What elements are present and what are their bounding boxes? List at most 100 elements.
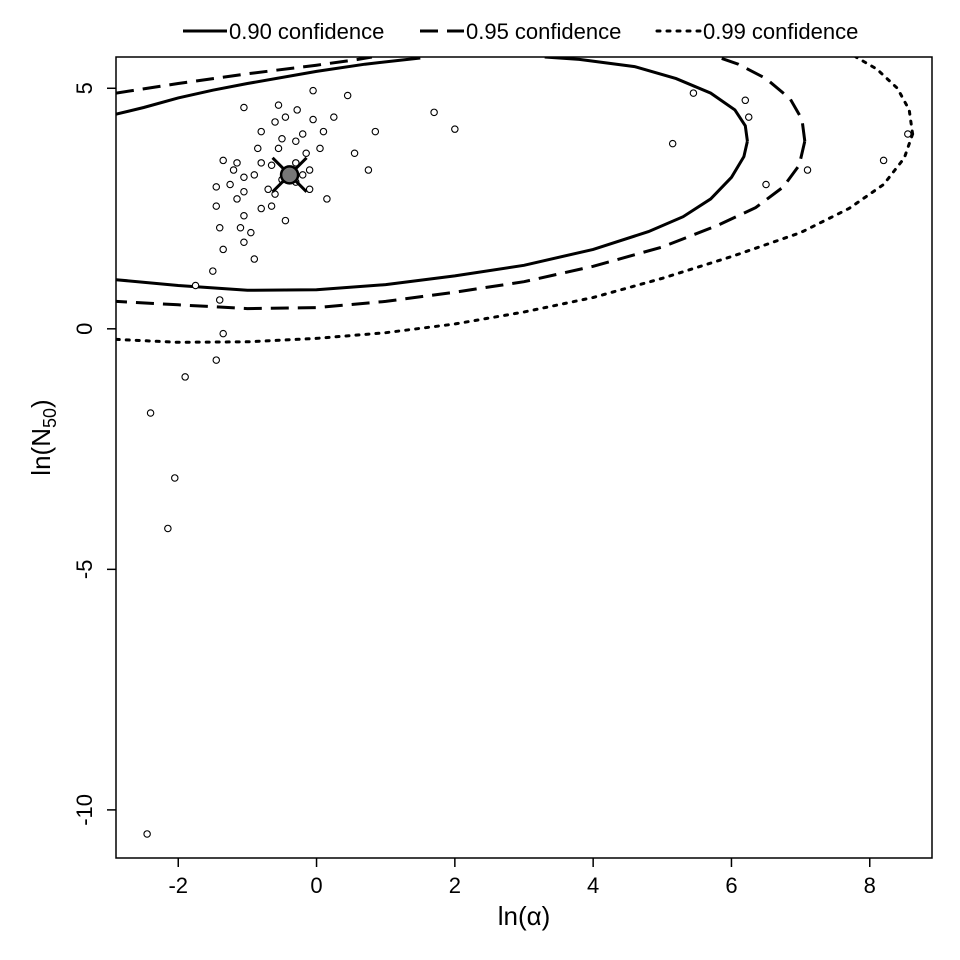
data-point-39 xyxy=(281,216,290,225)
data-point-52 xyxy=(146,409,155,417)
data-point-69 xyxy=(803,166,812,174)
data-point-15 xyxy=(219,156,227,165)
confidence-curve-solid-2 xyxy=(116,57,421,116)
data-point-21 xyxy=(229,166,238,174)
data-point-34 xyxy=(323,195,331,203)
data-point-59 xyxy=(371,127,380,136)
data-point-1 xyxy=(293,106,301,114)
x-tick-label-4: 6 xyxy=(725,873,737,898)
data-point-67 xyxy=(744,113,753,121)
data-point-65 xyxy=(689,89,698,97)
data-point-41 xyxy=(236,224,245,232)
data-point-26 xyxy=(226,180,234,189)
confidence-curve-solid-0 xyxy=(116,140,749,292)
data-point-64 xyxy=(668,139,677,148)
data-point-48 xyxy=(215,296,224,304)
x-tick-label-3: 4 xyxy=(587,873,599,898)
data-point-31 xyxy=(240,187,248,196)
data-point-61 xyxy=(364,166,373,174)
data-point-19 xyxy=(233,159,241,167)
y-axis-title-main: ln(N xyxy=(26,428,56,476)
data-point-3 xyxy=(271,118,279,126)
x-axis-title: ln(α) xyxy=(498,901,551,931)
data-point-68 xyxy=(762,180,770,189)
data-point-35 xyxy=(212,202,221,210)
x-tick-label-0: -2 xyxy=(168,873,188,898)
data-point-4 xyxy=(309,115,317,124)
data-point-28 xyxy=(212,183,221,191)
data-point-63 xyxy=(451,125,459,133)
y-tick-label-2: -5 xyxy=(72,560,97,580)
data-point-38 xyxy=(240,212,248,220)
data-point-62 xyxy=(430,108,438,117)
legend: 0.90 confidence 0.95 confidence 0.99 confi… xyxy=(183,19,858,44)
data-point-57 xyxy=(309,86,317,95)
data-point-29 xyxy=(305,185,314,194)
confidence-curve-dashed-4 xyxy=(717,57,807,142)
y-tick-label-3: -10 xyxy=(72,794,97,826)
legend-label-1: 0.95 confidence xyxy=(466,19,621,44)
confidence-curve-dashed-3 xyxy=(116,140,807,311)
data-point-70 xyxy=(879,156,888,165)
data-point-23 xyxy=(298,171,307,179)
data-point-49 xyxy=(219,329,227,338)
data-point-53 xyxy=(171,474,179,482)
y-axis-title: ln(N50) xyxy=(26,399,60,475)
data-point-14 xyxy=(302,149,310,157)
data-point-36 xyxy=(267,202,276,210)
confidence-curve-solid-1 xyxy=(544,57,749,142)
data-point-50 xyxy=(212,356,221,364)
confidence-curve-dashed-5 xyxy=(116,57,373,95)
confidence-curve-dotted-6 xyxy=(116,132,915,344)
y-axis: 5 0 -5 -10 xyxy=(72,82,116,826)
data-point-12 xyxy=(316,144,324,153)
data-point-0 xyxy=(274,101,283,109)
data-point-56 xyxy=(343,91,352,100)
data-point-11 xyxy=(254,144,262,153)
y-tick-label-1: 0 xyxy=(72,323,97,335)
data-point-10 xyxy=(292,137,300,145)
best-fit-marker xyxy=(271,156,308,193)
data-point-66 xyxy=(741,96,750,105)
x-axis: -2 0 2 4 6 8 xyxy=(168,858,876,898)
data-point-43 xyxy=(240,238,248,246)
data-point-8 xyxy=(319,127,328,136)
y-axis-title-close: ) xyxy=(26,399,56,408)
legend-label-0: 0.90 confidence xyxy=(229,19,384,44)
plot-frame xyxy=(115,56,933,859)
data-point-54 xyxy=(164,524,172,533)
data-point-44 xyxy=(219,245,227,254)
best-fit-point xyxy=(279,165,300,185)
data-point-9 xyxy=(278,135,286,143)
y-axis-title-subscript: 50 xyxy=(40,408,60,428)
data-point-71 xyxy=(904,130,912,138)
data-point-42 xyxy=(247,228,255,237)
data-point-55 xyxy=(143,830,151,838)
data-point-47 xyxy=(191,281,200,290)
data-point-33 xyxy=(233,195,241,203)
data-point-16 xyxy=(257,159,265,167)
data-point-46 xyxy=(209,267,217,275)
data-point-40 xyxy=(215,224,224,232)
data-point-5 xyxy=(330,113,338,121)
data-point-7 xyxy=(298,130,307,138)
legend-label-2: 0.99 confidence xyxy=(703,19,858,44)
data-point-17 xyxy=(267,161,276,169)
data-point-60 xyxy=(350,149,359,157)
data-point-2 xyxy=(281,113,290,121)
data-points xyxy=(143,86,912,838)
data-point-20 xyxy=(305,166,314,174)
data-point-13 xyxy=(274,144,283,153)
confidence-curve-dotted-7 xyxy=(854,57,915,136)
confidence-regions xyxy=(116,57,915,344)
y-tick-label-0: 5 xyxy=(72,82,97,94)
data-point-30 xyxy=(264,185,272,194)
x-tick-label-2: 2 xyxy=(449,873,461,898)
data-point-45 xyxy=(250,255,259,263)
data-point-18 xyxy=(292,159,300,167)
data-point-37 xyxy=(257,204,265,213)
data-point-6 xyxy=(257,127,265,136)
data-point-24 xyxy=(240,173,248,182)
data-point-51 xyxy=(181,373,189,381)
